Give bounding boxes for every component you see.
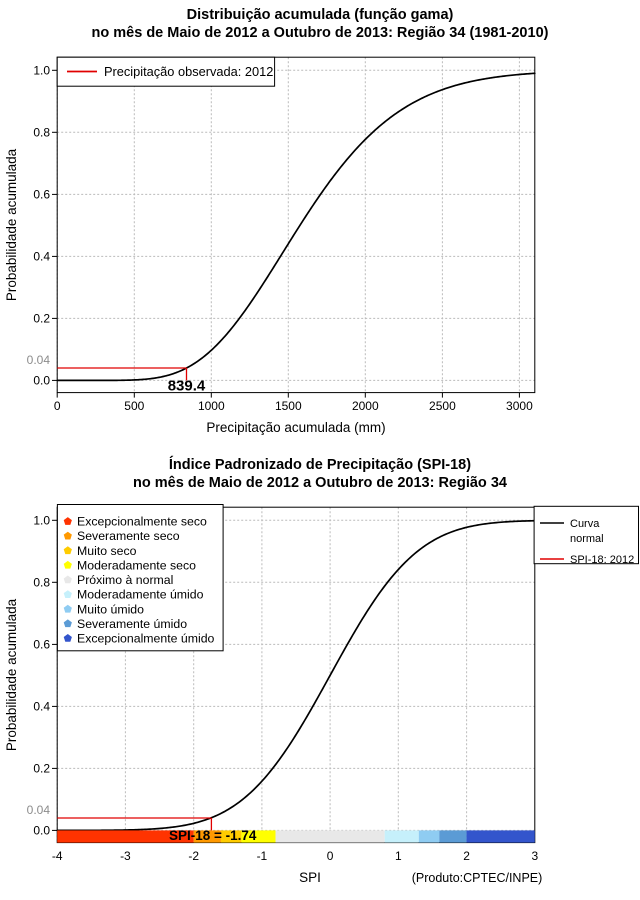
svg-text:0.4: 0.4 <box>33 699 50 713</box>
svg-text:no mês de Maio de 2012 a Outub: no mês de Maio de 2012 a Outubro de 2013… <box>133 475 507 491</box>
svg-text:2000: 2000 <box>352 399 379 413</box>
svg-text:839.4: 839.4 <box>168 378 206 395</box>
svg-text:0.4: 0.4 <box>33 249 50 263</box>
svg-text:0.04: 0.04 <box>27 353 51 367</box>
svg-text:1.0: 1.0 <box>33 513 50 527</box>
svg-text:Probabilidade acumulada: Probabilidade acumulada <box>4 148 19 301</box>
svg-text:-1: -1 <box>257 849 268 863</box>
svg-text:-3: -3 <box>120 849 131 863</box>
svg-text:0: 0 <box>54 399 61 413</box>
svg-text:SPI: SPI <box>299 870 321 885</box>
svg-text:Excepcionalmente seco: Excepcionalmente seco <box>77 515 207 529</box>
svg-text:0.0: 0.0 <box>33 373 50 387</box>
svg-text:Excepcionalmente úmido: Excepcionalmente úmido <box>77 632 215 646</box>
svg-text:Distribuição acumulada (função: Distribuição acumulada (função gama) <box>187 7 454 23</box>
svg-text:0.2: 0.2 <box>33 761 50 775</box>
svg-text:Moderadamente seco: Moderadamente seco <box>77 558 196 572</box>
svg-text:500: 500 <box>124 399 144 413</box>
svg-text:normal: normal <box>570 533 604 545</box>
svg-text:0.2: 0.2 <box>33 311 50 325</box>
svg-text:(Produto:CPTEC/INPE): (Produto:CPTEC/INPE) <box>412 871 543 885</box>
svg-text:no mês de Maio de 2012 a Outub: no mês de Maio de 2012 a Outubro de 2013… <box>92 25 549 41</box>
svg-text:1000: 1000 <box>198 399 225 413</box>
svg-text:3: 3 <box>531 849 538 863</box>
svg-text:0.8: 0.8 <box>33 125 50 139</box>
svg-text:2500: 2500 <box>429 399 456 413</box>
svg-text:0: 0 <box>327 849 334 863</box>
svg-text:0.6: 0.6 <box>33 637 50 651</box>
svg-text:Severamente úmido: Severamente úmido <box>77 617 187 631</box>
svg-text:Próximo à normal: Próximo à normal <box>77 573 173 587</box>
svg-text:Curva: Curva <box>570 518 600 530</box>
svg-text:-2: -2 <box>188 849 199 863</box>
svg-text:0.6: 0.6 <box>33 187 50 201</box>
svg-text:1500: 1500 <box>275 399 302 413</box>
svg-text:0.04: 0.04 <box>27 803 51 817</box>
svg-text:0.8: 0.8 <box>33 575 50 589</box>
svg-text:Muito úmido: Muito úmido <box>77 602 144 616</box>
svg-text:Severamente seco: Severamente seco <box>77 529 180 543</box>
svg-text:0.0: 0.0 <box>33 823 50 837</box>
svg-text:1.0: 1.0 <box>33 63 50 77</box>
svg-text:Índice Padronizado de Precipit: Índice Padronizado de Precipitação (SPI-… <box>169 456 471 473</box>
svg-text:1: 1 <box>395 849 402 863</box>
svg-text:SPI-18 = -1.74: SPI-18 = -1.74 <box>169 828 257 843</box>
svg-text:SPI-18: 2012: SPI-18: 2012 <box>570 554 634 566</box>
svg-text:Probabilidade acumulada: Probabilidade acumulada <box>4 598 19 751</box>
svg-text:Moderadamente úmido: Moderadamente úmido <box>77 588 204 602</box>
svg-text:3000: 3000 <box>506 399 533 413</box>
svg-text:Muito seco: Muito seco <box>77 544 137 558</box>
svg-text:-4: -4 <box>52 849 63 863</box>
svg-text:Precipitação acumulada (mm): Precipitação acumulada (mm) <box>206 420 385 435</box>
svg-text:2: 2 <box>463 849 470 863</box>
svg-text:Precipitação observada: 2012: Precipitação observada: 2012 <box>104 64 273 79</box>
